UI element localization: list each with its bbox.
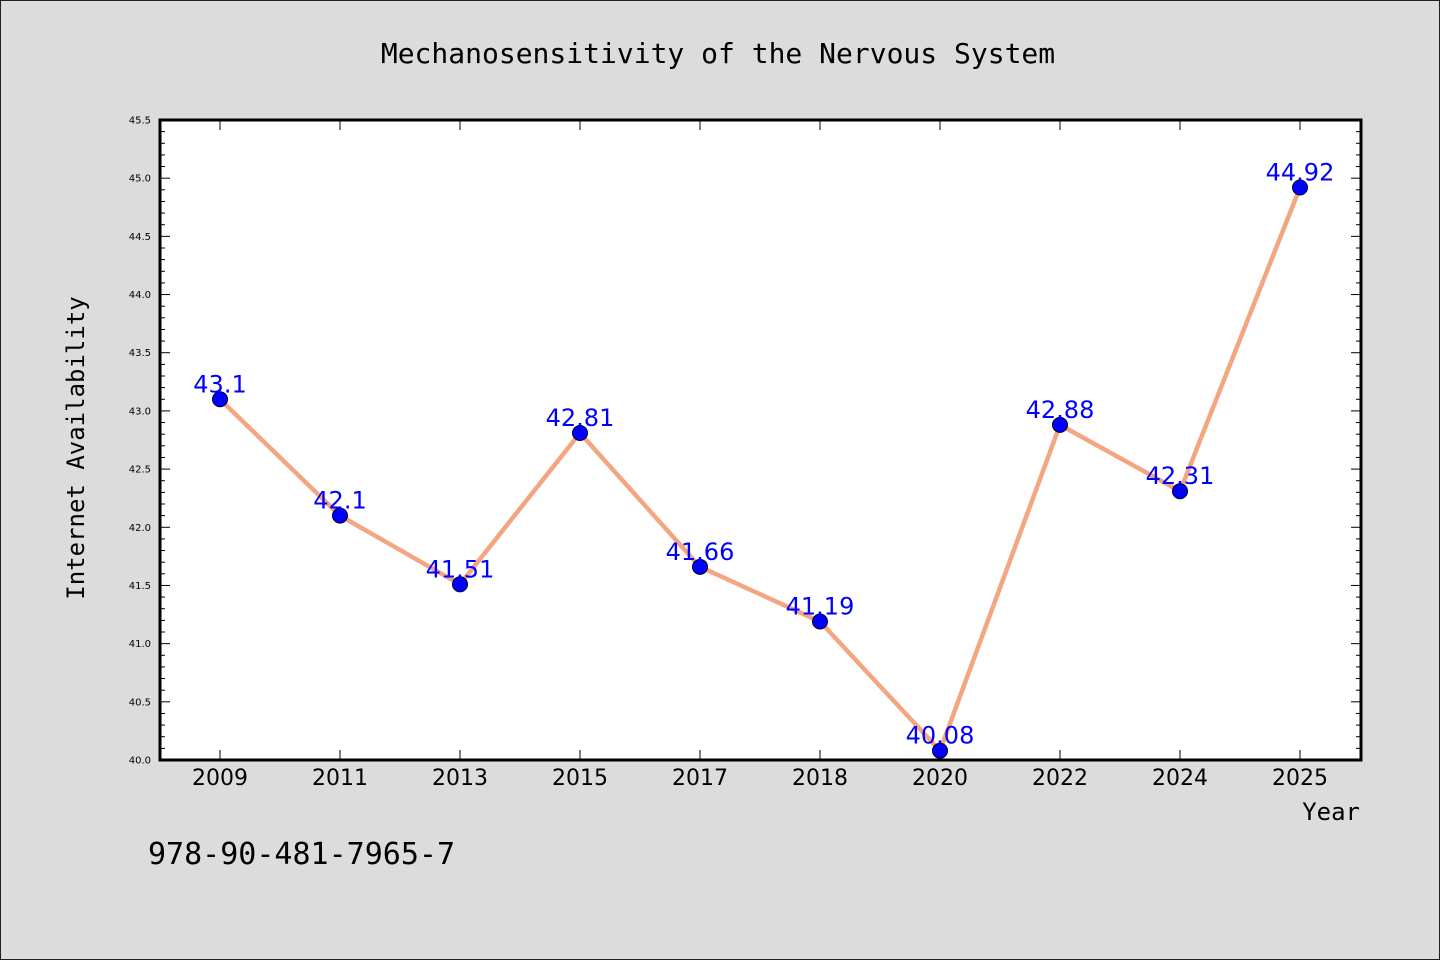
y-tick-label: 44.0 [129,290,151,301]
data-point [1052,416,1068,433]
x-tick-label: 2024 [1152,766,1208,791]
y-tick-label: 42.5 [129,465,151,476]
x-tick-label: 2020 [912,766,968,791]
x-tick-label: 2013 [432,766,488,791]
x-axis-ticks: 2009 2011 2013 2015 2017 2018 2020 2022 2024 2025 [192,120,1328,791]
data-label: 42.88 [1026,396,1095,424]
data-label: 44.92 [1266,158,1335,186]
series-line-group [218,186,1303,753]
series-points-group [212,179,1308,759]
y-tick-label: 43.0 [129,406,151,417]
y-tick-label: 44.5 [129,232,151,243]
data-point [1172,483,1188,500]
x-axis-label: Year [1302,798,1360,826]
data-point [332,507,348,524]
x-tick-label: 2022 [1032,766,1088,791]
y-axis-minor-ticks [160,131,1361,749]
y-tick-label: 41.5 [129,581,151,592]
data-label: 42.81 [546,404,615,432]
x-tick-label: 2011 [312,766,368,791]
data-label: 41.51 [426,555,495,583]
x-tick-label: 2009 [192,766,248,791]
data-label: 42.1 [313,487,366,515]
plot-area [158,118,1363,762]
data-point [812,613,828,630]
data-point [932,742,948,759]
x-tick-label: 2015 [552,766,608,791]
data-labels-group: 43.1 42.1 41.51 42.81 41.66 41.19 40.08 42.88 42… [193,158,1334,749]
data-label: 43.1 [193,370,246,398]
y-tick-label: 41.0 [129,639,151,650]
y-tick-label: 45.0 [129,174,151,185]
x-tick-label: 2018 [792,766,848,791]
footer-code: 978-90-481-7965-7 [148,837,455,872]
data-label: 42.31 [1146,462,1215,490]
data-label: 40.08 [906,722,975,750]
y-tick-label: 45.5 [129,116,151,127]
data-point [1292,179,1308,196]
y-tick-label: 40.0 [129,756,151,767]
data-label: 41.19 [786,593,855,621]
y-axis-label: Internet Availability [62,296,90,599]
data-label: 41.66 [666,538,735,566]
y-tick-label: 40.5 [129,697,151,708]
x-tick-label: 2025 [1272,766,1328,791]
y-tick-label: 43.5 [129,348,151,359]
data-point [572,425,588,442]
y-axis-ticks: 40.0 40.5 41.0 41.5 42.0 42.5 43.0 43.5 44.0 44.5… [129,116,1361,767]
y-tick-label: 42.0 [129,523,151,534]
x-tick-label: 2017 [672,766,728,791]
data-point [692,558,708,575]
series-line [218,186,1303,753]
data-point [212,391,228,408]
chart-title: Mechanosensitivity of the Nervous System [381,37,1055,70]
data-point [452,576,468,593]
